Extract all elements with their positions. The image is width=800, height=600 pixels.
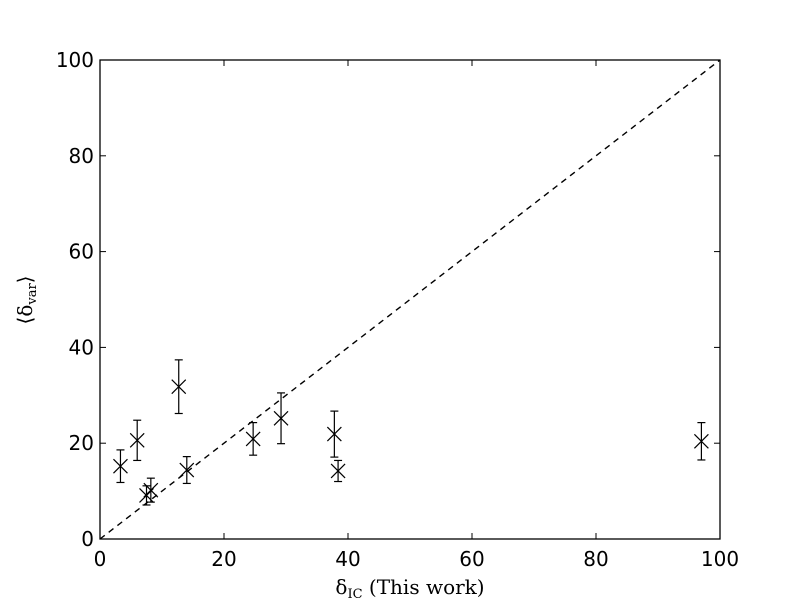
y-tick-label: 80 [69,144,94,168]
y-tick-label: 100 [56,48,94,72]
x-marker [326,426,342,442]
data-point [143,477,159,503]
x-marker [273,410,289,426]
x-axis-label: δIC (This work) [335,575,484,600]
x-marker [179,462,195,478]
y-tick-label: 60 [69,240,94,264]
data-point [171,359,187,415]
x-tick-label: 0 [94,547,107,571]
data-point [326,410,342,458]
x-tick-label: 100 [701,547,739,571]
data-point [179,456,195,485]
x-marker [171,379,187,395]
x-marker [330,463,346,479]
x-marker [113,458,128,474]
x-marker [129,432,145,448]
y-tick-label: 20 [69,431,94,455]
x-marker [693,433,709,449]
reference-line [99,59,721,540]
data-point [245,422,261,456]
x-tick-label: 40 [335,547,360,571]
x-marker [245,431,261,447]
x-tick-label: 60 [459,547,484,571]
y-axis-label: ⟨δvar⟩ [13,276,40,325]
data-point [129,419,145,462]
plot-frame [99,59,721,540]
data-point [113,449,128,484]
y-tick-label: 0 [81,527,94,551]
data-point [693,422,709,461]
data-point [330,459,346,483]
x-tick-label: 80 [583,547,608,571]
x-tick-label: 20 [211,547,236,571]
x-marker [143,482,159,498]
y-tick-label: 40 [69,335,94,359]
data-point [273,392,289,445]
